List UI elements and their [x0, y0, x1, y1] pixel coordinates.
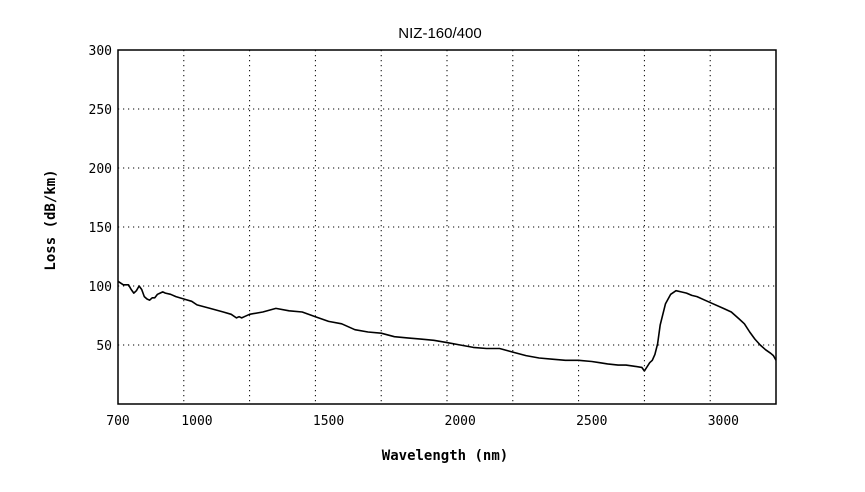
grid	[118, 50, 776, 404]
x-tick-label: 2500	[576, 414, 607, 429]
y-tick-label: 100	[89, 280, 112, 295]
x-axis-label: Wavelength (nm)	[382, 448, 508, 464]
x-tick-label: 2000	[445, 414, 476, 429]
x-tick-label: 3000	[708, 414, 739, 429]
y-tick-label: 300	[89, 44, 112, 59]
y-tick-label: 150	[89, 221, 112, 236]
plot-area-frame	[117, 49, 777, 405]
y-tick-label: 250	[89, 103, 112, 118]
x-tick-label: 700	[106, 414, 129, 429]
x-tick-label: 1500	[313, 414, 344, 429]
y-axis-label: Loss (dB/km)	[43, 169, 59, 270]
y-tick-label: 200	[89, 162, 112, 177]
y-tick-label: 50	[96, 339, 112, 354]
series-line	[117, 280, 777, 372]
y-axis-ticks: 50 100 150 200 250 300	[89, 44, 112, 354]
chart-title: NIZ-160/400	[398, 25, 481, 42]
x-axis-ticks: 700 1000 1500 2000 2500 3000	[106, 414, 739, 429]
x-tick-label: 1000	[181, 414, 212, 429]
